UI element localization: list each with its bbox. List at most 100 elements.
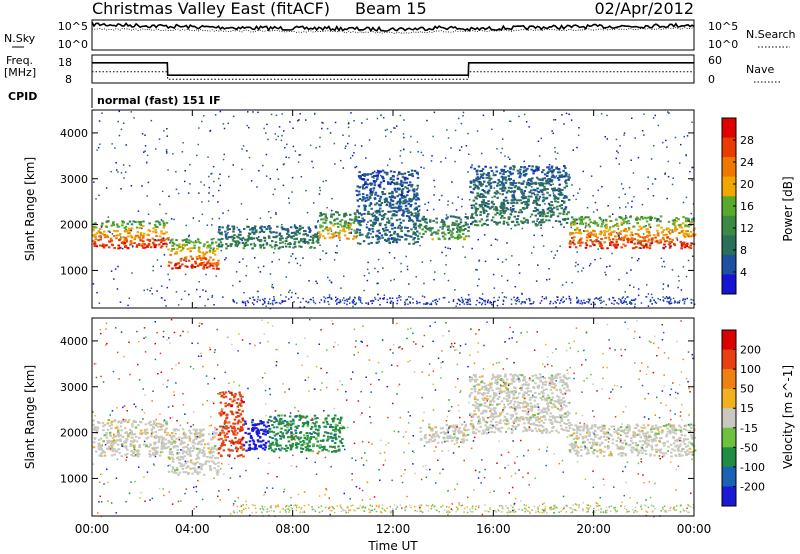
- echo-cell: [569, 243, 572, 246]
- echo-cell: [296, 262, 299, 265]
- echo-cell: [394, 189, 397, 192]
- echo-cell: [415, 196, 417, 198]
- echo-cell: [94, 233, 97, 236]
- echo-cell: [348, 222, 350, 224]
- echo-cell: [210, 451, 214, 454]
- echo-cell: [564, 173, 568, 176]
- echo-cell: [289, 435, 293, 438]
- echo-cell: [158, 221, 161, 224]
- echo-cell: [651, 296, 654, 299]
- echo-cell: [501, 261, 504, 263]
- echo-cell: [139, 221, 142, 223]
- echo-cell: [480, 298, 482, 300]
- echo-cell: [310, 298, 313, 301]
- echo-cell: [523, 113, 526, 116]
- echo-cell: [330, 233, 334, 235]
- echo-cell: [633, 247, 636, 250]
- echo-cell: [380, 170, 382, 173]
- echo-cell: [217, 231, 221, 234]
- echo-cell: [381, 236, 384, 239]
- echo-cell: [572, 149, 574, 151]
- echo-cell: [266, 123, 268, 126]
- echo-cell: [215, 432, 218, 434]
- echo-cell: [527, 195, 530, 198]
- echo-cell: [135, 450, 139, 452]
- echo-cell: [371, 236, 374, 239]
- echo-cell: [405, 181, 408, 184]
- echo-cell: [255, 230, 258, 233]
- echo-cell: [249, 243, 253, 246]
- echo-cell: [259, 422, 262, 425]
- echo-cell: [533, 170, 536, 173]
- echo-cell: [181, 449, 184, 452]
- echo-cell: [493, 296, 495, 299]
- echo-cell: [353, 218, 356, 221]
- echo-cell: [133, 444, 136, 447]
- echo-cell: [233, 301, 236, 303]
- echo-cell: [484, 299, 487, 302]
- echo-cell: [476, 176, 480, 179]
- echo-cell: [189, 250, 192, 253]
- echo-cell: [534, 222, 537, 225]
- echo-cell: [302, 423, 306, 426]
- echo-cell: [591, 243, 595, 246]
- echo-cell: [162, 224, 166, 227]
- echo-cell: [192, 445, 195, 447]
- echo-cell: [416, 300, 418, 303]
- echo-cell: [673, 302, 676, 304]
- echo-cell: [572, 232, 575, 235]
- echo-cell: [608, 215, 611, 218]
- echo-cell: [152, 423, 155, 426]
- echo-cell: [541, 177, 544, 180]
- echo-cell: [259, 440, 263, 443]
- echo-cell: [275, 420, 279, 422]
- echo-cell: [260, 228, 264, 231]
- echo-cell: [185, 436, 188, 439]
- echo-cell: [349, 302, 351, 304]
- echo-cell: [165, 221, 169, 224]
- echo-cell: [105, 220, 109, 223]
- echo-cell: [146, 244, 149, 247]
- echo-cell: [640, 302, 643, 304]
- echo-cell: [499, 193, 501, 195]
- power-data: [92, 110, 697, 310]
- freq-tick-top: 18: [58, 56, 72, 69]
- echo-cell: [543, 173, 547, 176]
- echo-cell: [485, 202, 488, 205]
- echo-cell: [386, 221, 389, 224]
- echo-cell: [227, 430, 230, 433]
- echo-cell: [198, 471, 201, 474]
- echo-cell: [621, 218, 625, 221]
- echo-cell: [567, 198, 571, 201]
- echo-cell: [377, 229, 381, 232]
- echo-cell: [638, 258, 640, 260]
- echo-cell: [406, 190, 410, 193]
- echo-cell: [476, 173, 479, 176]
- echo-cell: [604, 271, 606, 274]
- echo-cell: [256, 290, 259, 293]
- colorbar-swatch: [722, 254, 736, 275]
- echo-cell: [162, 222, 166, 225]
- echo-cell: [292, 235, 295, 238]
- echo-cell: [357, 205, 361, 208]
- echo-cell: [333, 222, 337, 225]
- echo-cell: [236, 226, 238, 229]
- echo-cell: [199, 263, 203, 266]
- echo-cell: [551, 171, 554, 174]
- echo-cell: [272, 300, 274, 302]
- echo-cell: [620, 221, 623, 224]
- echo-cell: [489, 166, 492, 169]
- echo-cell: [686, 242, 689, 245]
- echo-cell: [645, 225, 647, 227]
- echo-cell: [397, 173, 401, 176]
- echo-cell: [619, 145, 621, 147]
- echo-cell: [347, 224, 349, 227]
- echo-cell: [229, 440, 233, 443]
- echo-cell: [360, 178, 364, 181]
- echo-cell: [391, 227, 394, 230]
- echo-cell: [581, 270, 583, 272]
- echo-cell: [367, 210, 370, 213]
- echo-cell: [167, 445, 170, 448]
- echo-cell: [597, 240, 599, 242]
- echo-cell: [441, 225, 445, 228]
